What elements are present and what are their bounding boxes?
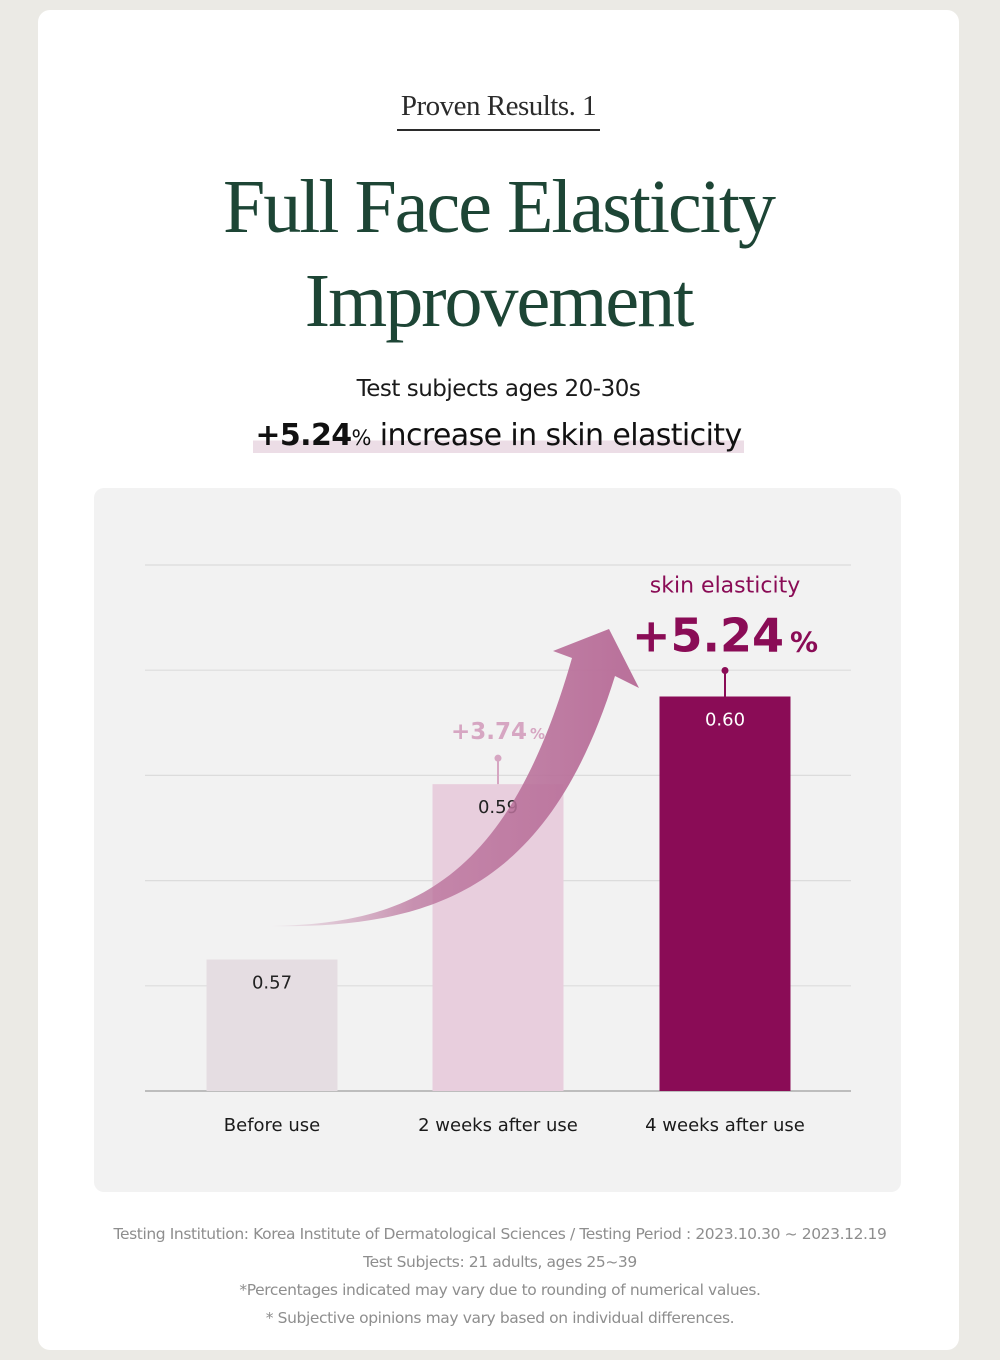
x-tick-label: 4 weeks after use [645, 1115, 805, 1136]
bar-value-label: 0.57 [252, 973, 292, 994]
kicker-text: Proven Results. 1 [396, 90, 601, 131]
section-kicker: Proven Results. 1 [38, 90, 959, 131]
chart-panel: 0.57 Before use 0.59 2 weeks after use 0.60 4… [94, 488, 901, 1192]
x-tick-label: Before use [224, 1115, 320, 1136]
annotation-number: +5.24 [632, 609, 784, 663]
bar-value-label: 0.60 [705, 710, 745, 731]
headline-number: +5.24 [255, 418, 352, 453]
footer-line: * Subjective opinions may vary based on … [265, 1309, 735, 1327]
headline: +5.24% increase in skin elasticity [38, 418, 959, 453]
annotation-title: skin elasticity [650, 574, 800, 599]
footer-line: Testing Institution: Korea Institute of … [113, 1225, 887, 1243]
annotation-percent: % [530, 725, 545, 743]
headline-text: increase in skin elasticity [370, 418, 742, 453]
x-tick-label: 2 weeks after use [418, 1115, 578, 1136]
annotation-value: +5.24% [632, 609, 818, 663]
annotation-dot [721, 667, 729, 674]
headline-highlight: +5.24% increase in skin elasticity [253, 418, 744, 453]
annotation-percent: % [790, 626, 818, 659]
bar [206, 959, 338, 1091]
bar [659, 696, 791, 1091]
footer-line: *Percentages indicated may vary due to r… [239, 1281, 761, 1299]
annotation-dot [494, 754, 502, 762]
headline-percent: % [351, 426, 372, 450]
annotation-number: +3.74 [451, 719, 527, 745]
page-title: Full Face Elasticity Improvement [38, 160, 959, 348]
footer-notes: Testing Institution: Korea Institute of … [0, 1220, 1000, 1332]
annotation-value: +3.74% [451, 719, 545, 745]
growth-arrow [262, 629, 639, 927]
title-line-1: Full Face Elasticity [222, 165, 776, 249]
subtitle: Test subjects ages 20-30s [356, 376, 641, 402]
title-line-2: Improvement [304, 259, 694, 343]
footer-line: Test Subjects: 21 adults, ages 25~39 [363, 1253, 637, 1271]
